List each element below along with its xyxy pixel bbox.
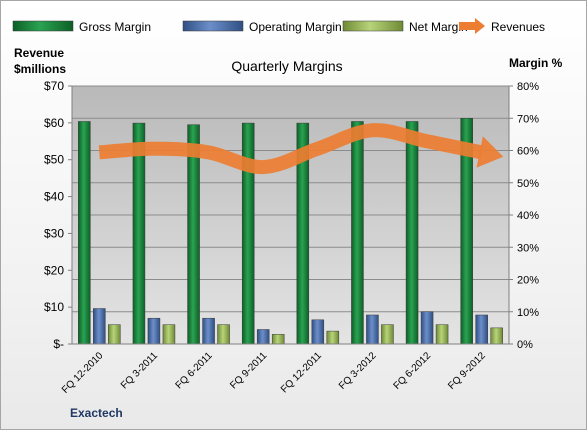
bar-net-margin — [271, 334, 285, 345]
bar-gross-margin — [405, 121, 419, 345]
left-axis-title-line2: $millions — [14, 62, 66, 76]
bar-operating-margin — [475, 314, 488, 345]
x-tick-label: FQ 9-2012 — [446, 350, 488, 392]
bar-net-margin — [435, 324, 449, 345]
legend-swatch-operating-margin — [182, 20, 244, 32]
right-tick-label: 10% — [517, 307, 539, 319]
bar-operating-margin — [202, 317, 215, 345]
right-tick-label: 40% — [517, 210, 539, 222]
bar-net-margin — [381, 324, 394, 345]
left-tick-label: $70 — [44, 79, 64, 93]
left-tick-label: $10 — [44, 300, 64, 314]
right-tick-label: 80% — [517, 81, 539, 93]
bar-operating-margin — [93, 308, 106, 345]
x-tick-label: FQ 12-2010 — [60, 350, 106, 396]
x-tick-label: FQ 9-2011 — [228, 350, 269, 391]
legend-swatch-arrowhead — [475, 18, 485, 34]
bar-net-margin — [217, 324, 230, 345]
bar-net-margin — [490, 327, 503, 345]
legend-label: Operating Margin — [249, 20, 342, 34]
right-tick-label: 20% — [517, 275, 539, 287]
bar-operating-margin — [311, 319, 325, 345]
legend-label: Net Margin — [409, 20, 468, 34]
left-tick-label: $20 — [44, 263, 64, 277]
revenue-line-arrowhead — [476, 136, 504, 168]
left-tick-label: $60 — [44, 116, 64, 130]
left-tick-label: $- — [53, 337, 64, 351]
legend-swatch-net-margin — [342, 20, 404, 32]
chart-title: Quarterly Margins — [231, 58, 342, 74]
legend: Gross Margin Operating Margin Net Margin Re… — [12, 18, 545, 34]
x-tick-label: FQ 6-2011 — [174, 350, 215, 391]
bar-net-margin — [108, 324, 121, 345]
right-tick-label: 30% — [517, 242, 539, 254]
legend-label: Gross Margin — [79, 20, 151, 34]
x-tick-label: FQ 6-2012 — [392, 350, 434, 392]
left-tick-label: $40 — [44, 190, 64, 204]
x-tick-label: FQ 12-2011 — [279, 350, 324, 395]
left-tick-label: $30 — [44, 226, 64, 240]
bar-operating-margin — [147, 317, 161, 345]
revenue-line-path — [98, 123, 484, 175]
left-axis-title-line1: Revenue — [14, 46, 64, 60]
bar-gross-margin — [78, 121, 91, 345]
bar-operating-margin — [366, 314, 379, 345]
bar-gross-margin — [241, 122, 255, 345]
left-tick-label: $50 — [44, 153, 64, 167]
bar-gross-margin — [351, 121, 364, 345]
bar-net-margin — [162, 324, 176, 345]
legend-label: Revenues — [491, 20, 545, 34]
revenue-line — [98, 123, 504, 175]
right-tick-label: 50% — [517, 178, 539, 190]
bar-net-margin — [326, 330, 340, 345]
right-tick-label: 0% — [517, 339, 533, 351]
bar-operating-margin — [420, 311, 434, 345]
legend-swatch-gross-margin — [12, 20, 74, 32]
company-label: Exactech — [70, 406, 123, 420]
right-tick-label: 60% — [517, 146, 539, 158]
right-axis-title: Margin % — [509, 56, 563, 70]
right-tick-label: 70% — [517, 113, 539, 125]
x-tick-label: FQ 3-2012 — [337, 350, 379, 392]
bar-operating-margin — [256, 329, 270, 345]
x-tick-label: FQ 3-2011 — [119, 350, 160, 391]
